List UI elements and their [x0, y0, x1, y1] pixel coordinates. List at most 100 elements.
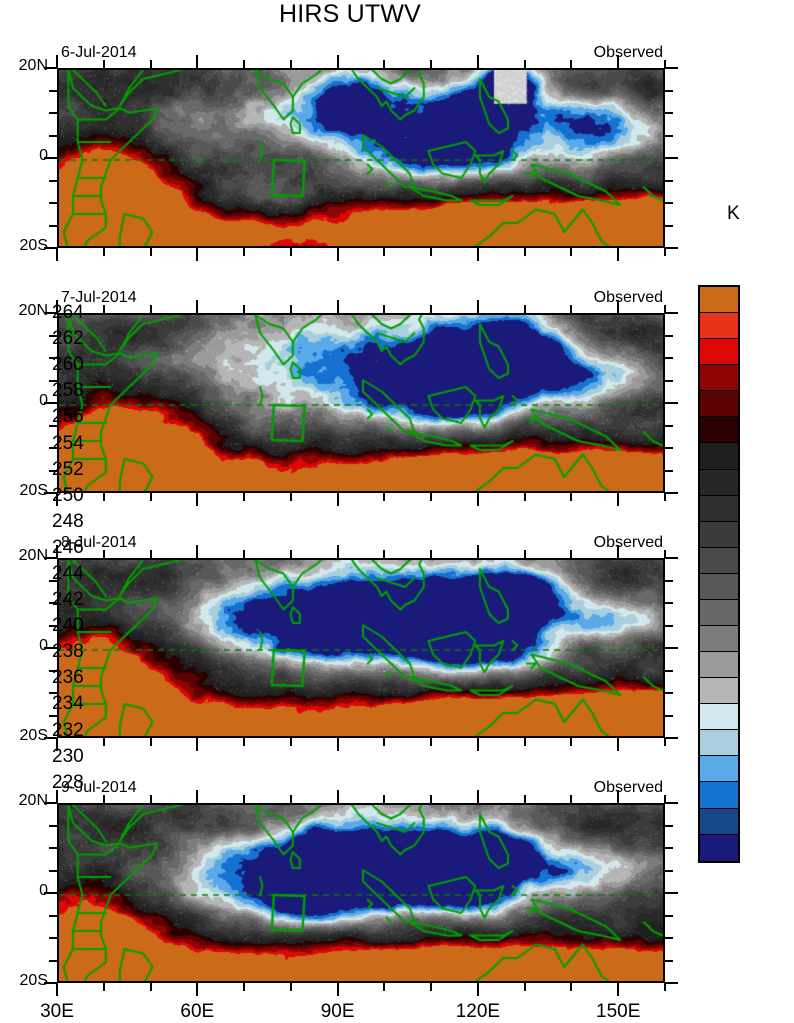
x-axis-major-tick: [617, 248, 620, 261]
x-axis-major-tick: [196, 790, 199, 803]
y-axis-label-20S: 20S: [19, 237, 48, 254]
x-axis-major-tick: [56, 738, 58, 751]
y-axis-minor-tick: [49, 334, 57, 337]
x-axis-minor-tick: [289, 60, 292, 68]
x-axis-minor-tick: [383, 795, 386, 803]
y-axis-major-tick: [44, 247, 57, 249]
x-axis-minor-tick: [149, 738, 152, 746]
y-axis-minor-tick: [49, 357, 57, 359]
x-axis-minor-tick: [664, 738, 666, 746]
x-axis-major-tick: [56, 55, 58, 68]
x-axis-minor-tick: [523, 248, 526, 256]
colorbar[interactable]: [698, 285, 740, 863]
x-axis-major-tick: [336, 790, 339, 803]
x-axis-label-30E: 30E: [40, 1001, 74, 1022]
x-axis-major-tick: [617, 983, 620, 996]
x-axis-minor-tick: [570, 493, 573, 501]
y-axis-minor-tick: [665, 714, 673, 717]
panel-2-source: Observed: [593, 289, 663, 306]
colorbar-tick-264: 264: [52, 302, 84, 324]
y-axis-major-tick: [665, 647, 678, 649]
y-axis-minor-tick: [665, 424, 673, 427]
figure-title: HIRS UTWV: [278, 0, 422, 28]
x-axis-minor-tick: [289, 305, 292, 313]
y-axis-major-tick: [665, 402, 678, 404]
y-axis-major-tick: [44, 67, 57, 69]
x-axis-minor-tick: [570, 738, 573, 746]
y-axis-major-tick: [44, 312, 57, 314]
panel-1-source: Observed: [593, 44, 663, 61]
y-axis-minor-tick: [665, 847, 673, 849]
y-axis-minor-tick: [665, 447, 673, 449]
x-axis-label-60E: 60E: [180, 1001, 215, 1022]
y-axis-minor-tick: [665, 602, 673, 604]
x-axis-minor-tick: [243, 493, 246, 501]
x-axis-minor-tick: [523, 493, 526, 501]
x-axis-minor-tick: [570, 983, 573, 991]
y-axis-minor-tick: [49, 224, 57, 227]
y-axis-minor-tick: [665, 914, 673, 917]
panel-3-field: [59, 560, 663, 736]
y-axis-minor-tick: [49, 937, 57, 939]
x-axis-minor-tick: [243, 248, 246, 256]
x-axis-label-90E: 90E: [320, 1001, 355, 1022]
y-axis-label-20S: 20S: [19, 727, 48, 744]
y-axis-minor-tick: [49, 692, 57, 694]
x-axis-major-tick: [56, 790, 58, 803]
x-axis-minor-tick: [383, 550, 386, 558]
x-axis-minor-tick: [149, 550, 152, 558]
y-axis-minor-tick: [49, 714, 57, 717]
x-axis-major-tick: [196, 738, 199, 751]
colorbar-band-8: [700, 495, 738, 522]
y-axis-label-20S: 20S: [19, 482, 48, 499]
x-axis-minor-tick: [523, 738, 526, 746]
x-axis-minor-tick: [570, 305, 573, 313]
y-axis-major-tick: [44, 982, 57, 984]
colorbar-band-11: [700, 573, 738, 600]
y-axis-minor-tick: [49, 847, 57, 849]
x-axis-minor-tick: [102, 248, 105, 256]
y-axis-minor-tick: [665, 579, 673, 582]
colorbar-tick-230: 230: [52, 745, 84, 767]
y-axis-minor-tick: [665, 112, 673, 114]
colorbar-unit-label: K: [727, 203, 740, 224]
colorbar-band-18: [700, 756, 738, 783]
y-axis-label-20S: 20S: [19, 972, 48, 989]
x-axis-minor-tick: [664, 550, 666, 558]
y-axis-minor-tick: [665, 692, 673, 694]
y-axis-minor-tick: [665, 624, 673, 627]
colorbar-band-20: [700, 808, 738, 835]
x-axis-minor-tick: [383, 738, 386, 746]
y-axis-major-tick: [665, 737, 678, 739]
x-axis-major-tick: [56, 545, 58, 558]
x-axis-minor-tick: [523, 60, 526, 68]
y-axis-minor-tick: [665, 379, 673, 382]
x-axis-major-tick: [476, 983, 479, 996]
y-axis-label-20N: 20N: [18, 547, 48, 564]
x-axis-major-tick: [336, 983, 339, 996]
x-axis-minor-tick: [664, 493, 666, 501]
x-axis-major-tick: [476, 545, 479, 558]
y-axis-label-20N: 20N: [18, 302, 48, 319]
y-axis-major-tick: [44, 647, 57, 649]
y-axis-major-tick: [44, 157, 57, 159]
y-axis-minor-tick: [49, 914, 57, 917]
x-axis-minor-tick: [430, 795, 433, 803]
x-axis-major-tick: [196, 55, 199, 68]
x-axis-minor-tick: [383, 305, 386, 313]
colorbar-tick-234: 234: [52, 693, 84, 715]
colorbar-band-19: [700, 782, 738, 809]
x-axis-minor-tick: [664, 60, 666, 68]
colorbar-tick-256: 256: [52, 406, 84, 428]
x-axis-major-tick: [336, 738, 339, 751]
x-axis-major-tick: [336, 55, 339, 68]
panel-4-source: Observed: [593, 779, 663, 796]
colorbar-band-5: [700, 417, 738, 444]
colorbar-tick-244: 244: [52, 563, 84, 584]
y-axis-label-0: 0: [39, 882, 48, 899]
y-axis-minor-tick: [49, 89, 57, 92]
y-axis-minor-tick: [49, 959, 57, 962]
y-axis-minor-tick: [49, 869, 57, 872]
x-axis-major-tick: [196, 493, 199, 506]
colorbar-tick-242: 242: [52, 589, 84, 611]
